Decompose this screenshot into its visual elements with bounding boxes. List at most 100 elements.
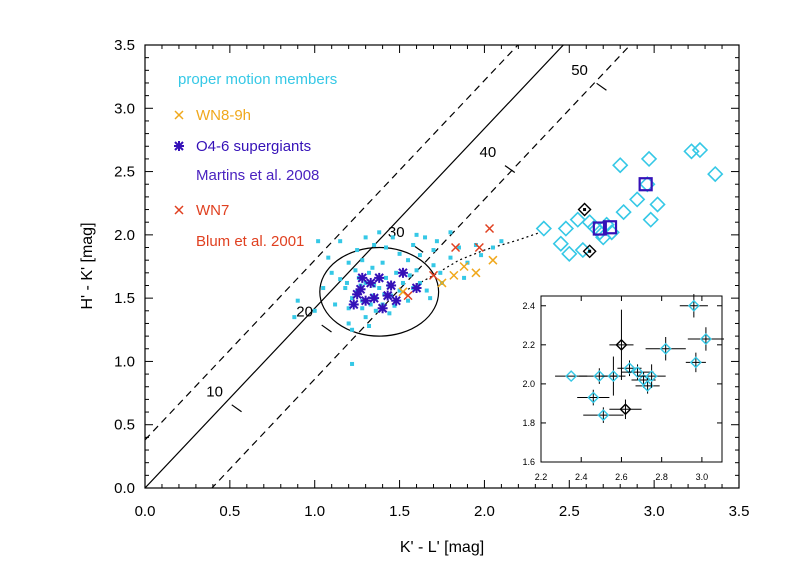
proper-motion-point [400,280,405,285]
cluster-circle [319,246,440,337]
proper-motion-point [423,235,428,240]
cyan-diamond-point [612,157,629,174]
o46-point [377,303,388,314]
cyan-diamond-point [552,235,569,252]
wn89h-point-stroke [437,278,447,288]
proper-motion-point [346,260,351,265]
proper-motion-point [431,248,436,253]
legend-martins: Martins et al. 2008 [196,167,319,184]
proper-motion-point [406,298,411,303]
proper-motion-point [346,306,351,311]
o46-point [386,280,397,291]
legend-wn7: WN7 [196,202,229,219]
inset-x-tick-label: 3.0 [696,472,709,482]
inset-frame [540,295,723,463]
extinction-tick-label: 30 [388,224,405,241]
y-tick-label: 1.5 [114,290,135,307]
proper-motion-point [329,270,334,275]
wn89h-point-stroke [471,268,481,278]
inset-black-point [615,338,628,351]
wn89h-point-stroke [459,261,469,272]
y-tick-label: 3.0 [114,100,135,117]
proper-motion-point [350,327,355,332]
proper-motion-point [417,280,422,285]
black-diamond-point [582,244,597,259]
inset-cyan-point [631,366,644,379]
x-tick-label: 2.0 [474,503,495,520]
proper-motion-point [367,270,372,275]
legend-blum: Blum et al. 2001 [196,233,304,250]
proper-motion-point [372,242,377,247]
proper-motion-point [368,302,373,307]
proper-motion-point [343,286,348,291]
x-axis-label: K' - L' [mag] [400,539,484,556]
proper-motion-point [414,268,419,273]
proper-motion-point [350,361,355,366]
proper-motion-point [387,311,392,316]
cyan-diamond-point [642,211,659,228]
proper-motion-point [360,258,365,263]
inset-y-tick-label: 2.4 [522,301,535,311]
inset-cyan-point [699,332,712,345]
wn7-point-stroke [474,242,484,253]
o46-point [397,267,408,278]
o46-point [391,295,402,306]
wn7-point-stroke [484,223,495,234]
proper-motion-point [490,245,495,250]
extinction-tick [321,324,332,333]
wn89h-point-stroke [488,255,498,265]
wn89h-point-stroke [449,270,459,280]
proper-motion-point [434,239,439,244]
proper-motion-point [417,253,422,258]
wn7-point [451,242,461,253]
inset-x-tick-label: 2.6 [615,472,628,482]
proper-motion-point [363,280,368,285]
wn7-point-stroke [428,270,439,280]
proper-motion-point [292,315,297,320]
proper-motion-point [333,302,338,307]
inset-x-tick-label: 2.8 [655,472,668,482]
black-diamond-point [577,202,592,217]
cyan-diamond-point [557,220,575,237]
proper-motion-point [338,239,343,244]
proper-motion-point [397,288,402,293]
proper-motion-point [363,315,368,320]
x-tick-label: 3.0 [644,503,665,520]
proper-motion-point [360,306,365,311]
legend-wn89-marker [174,110,184,120]
legend-proper-motion: proper motion members [178,71,337,88]
purple-square-point [638,177,653,192]
o46-point [365,277,376,288]
wn89h-point [437,278,447,288]
x-tick-label: 1.0 [304,503,325,520]
inset-y-tick-label: 1.8 [522,418,535,428]
o46-point [411,283,422,294]
purple-square-point [602,220,618,235]
legend: proper motion members WN8-9h O4-6 superg… [174,71,337,250]
extinction-tick [231,404,242,413]
y-tick-label: 2.5 [114,164,135,181]
proper-motion-point [383,245,388,250]
proper-motion-point [353,268,358,273]
proper-motion-point [380,260,385,265]
legend-o46-marker [174,141,184,151]
inset-cyan-point [565,370,578,383]
proper-motion-point [499,239,504,244]
reddening-path-dotted [407,231,541,290]
o46-point [352,289,363,300]
cyan-diamond-point [535,220,552,237]
inset-cyan-point [607,370,620,383]
black-diamond-center [583,208,587,212]
proper-motion-point [424,288,429,293]
proper-motion-point [295,298,300,303]
proper-motion-point [414,232,419,237]
cyan-diamond-point [629,191,646,208]
inset-cyan-point [689,356,702,369]
inset-black-point [619,403,632,416]
proper-motion-point [346,321,351,326]
proper-motion-point [428,296,433,301]
inset-cyan-point [593,370,606,383]
wn89h-point [449,270,459,280]
